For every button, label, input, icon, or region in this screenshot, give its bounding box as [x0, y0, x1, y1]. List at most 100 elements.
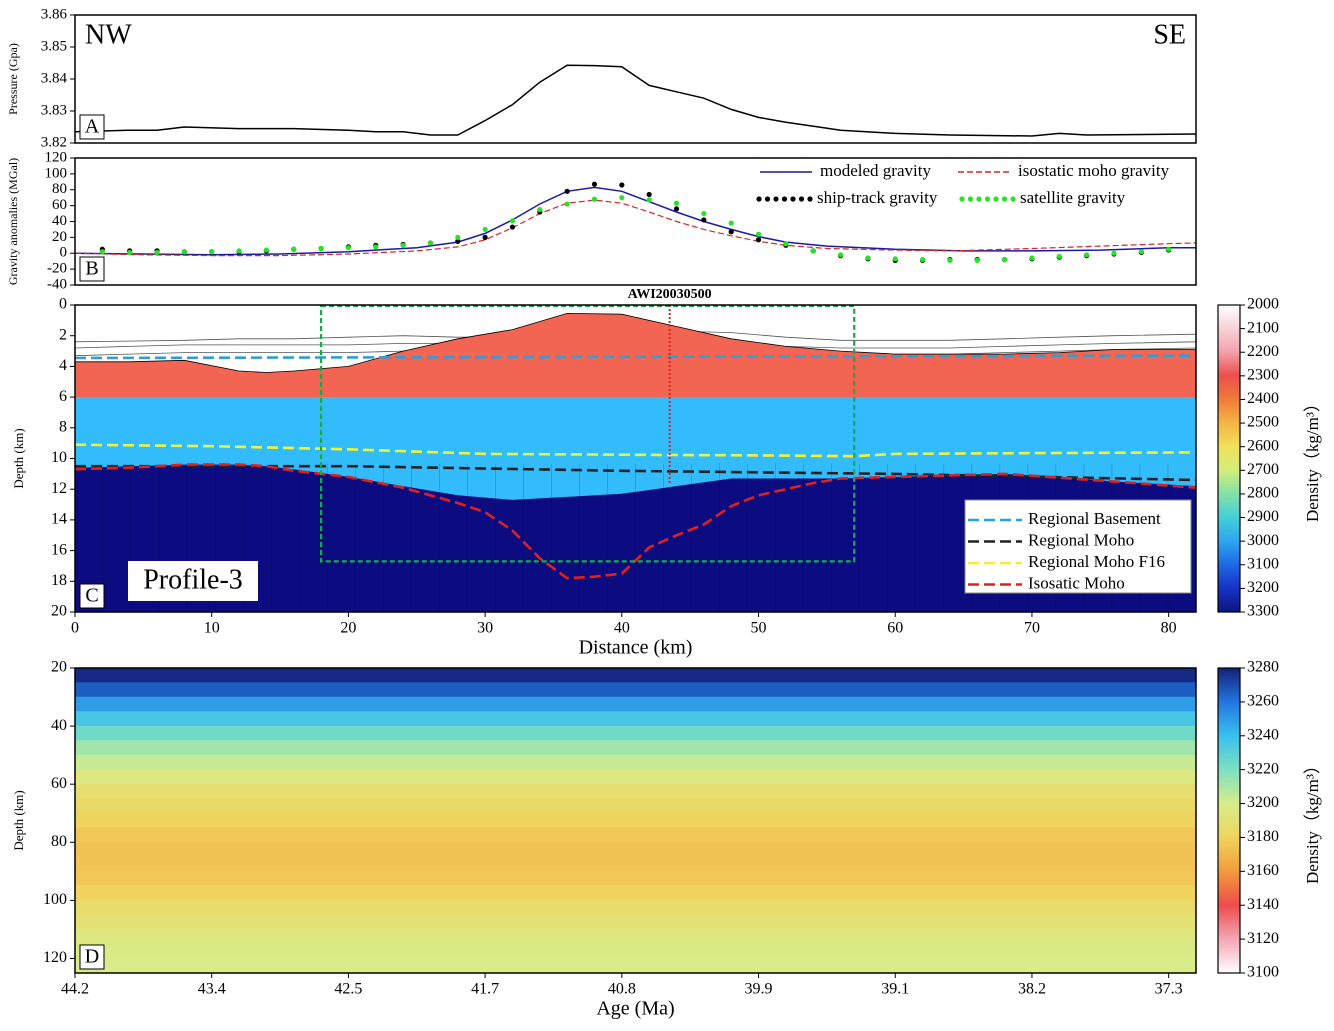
y-tick-label: 40	[51, 717, 67, 734]
data-point	[483, 235, 488, 240]
y-tick-label: 120	[45, 149, 68, 165]
direction-label: NW	[85, 19, 132, 50]
colorbar-tick-label: 3300	[1247, 603, 1279, 620]
x-tick-label: 39.9	[745, 981, 773, 998]
data-point	[1111, 251, 1116, 256]
heatmap-cell	[75, 857, 1196, 872]
colorbar-tick-label: 3140	[1247, 896, 1279, 913]
legend-marker	[985, 196, 990, 201]
heatmap-cell	[75, 726, 1196, 741]
legend-marker	[790, 196, 795, 201]
colorbar-tick-label: 3200	[1247, 579, 1279, 596]
legend-label: Regional Moho	[1028, 530, 1134, 549]
data-point	[455, 235, 460, 240]
x-axis-label: Age (Ma)	[596, 998, 674, 1020]
legend-marker	[1010, 196, 1015, 201]
y-tick-label: 20	[51, 603, 67, 620]
colorbar-tick-label: 3000	[1247, 532, 1279, 549]
y-tick-label: 60	[51, 775, 67, 792]
heatmap-cell	[75, 755, 1196, 770]
y-tick-label: 0	[60, 245, 68, 261]
data-point	[975, 258, 980, 263]
x-tick-label: 43.4	[198, 981, 226, 998]
legend-marker	[959, 196, 964, 201]
colorbar-tick-label: 2300	[1247, 367, 1279, 384]
colorbar-tick-label: 2500	[1247, 414, 1279, 431]
data-point	[920, 257, 925, 262]
data-point	[729, 220, 734, 225]
panel-label: D	[85, 946, 99, 968]
legend-marker	[993, 196, 998, 201]
heatmap-cell	[75, 958, 1196, 973]
heatmap-cell	[75, 769, 1196, 784]
x-tick-label: 40	[614, 620, 630, 637]
data-point	[264, 247, 269, 252]
data-point	[1084, 252, 1089, 257]
heatmap-cell	[75, 871, 1196, 886]
colorbar-label: Density（kg/m³）	[1303, 395, 1322, 522]
legend-label: Isosatic Moho	[1028, 573, 1125, 592]
profile-label: Profile-3	[143, 564, 243, 595]
heatmap-cell	[75, 900, 1196, 915]
data-point	[619, 195, 624, 200]
heatmap-cell	[75, 711, 1196, 726]
y-tick-label: 20	[52, 229, 67, 245]
x-tick-label: 80	[1161, 620, 1177, 637]
legend-marker	[968, 196, 973, 201]
legend-marker	[799, 196, 804, 201]
panel-label: B	[85, 258, 98, 280]
plot-area	[75, 65, 1196, 136]
x-tick-label: 10	[204, 620, 220, 637]
y-axis-label: Pressure (Gpa)	[6, 43, 20, 115]
y-tick-label: 6	[59, 388, 67, 405]
colorbar-tick-label: 3200	[1247, 794, 1279, 811]
y-tick-label: 14	[51, 511, 67, 528]
data-point	[619, 182, 624, 187]
y-tick-label: 60	[52, 197, 67, 213]
data-point	[209, 249, 214, 254]
heatmap-cell	[75, 944, 1196, 959]
heatmap-cell	[75, 798, 1196, 813]
legend-marker	[773, 196, 778, 201]
direction-label: SE	[1153, 19, 1186, 50]
x-tick-label: 20	[340, 620, 356, 637]
y-tick-label: -20	[47, 261, 67, 277]
colorbar-tick-label: 3100	[1247, 555, 1279, 572]
colorbar-label: Density（kg/m³）	[1303, 757, 1322, 884]
data-point	[783, 241, 788, 246]
data-point	[483, 227, 488, 232]
y-tick-label: 40	[52, 213, 67, 229]
data-point	[100, 249, 105, 254]
y-tick-label: 20	[51, 659, 67, 676]
legend-label: ship-track gravity	[817, 188, 938, 207]
y-axis-label: Gravity anomalies (MGal)	[6, 158, 20, 285]
colorbar-tick-label: 3280	[1247, 659, 1279, 676]
y-tick-label: 3.82	[41, 134, 67, 150]
y-tick-label: 4	[59, 357, 67, 374]
data-point	[592, 182, 597, 187]
legend-label: Regional Basement	[1028, 509, 1161, 528]
x-tick-label: 38.2	[1018, 981, 1046, 998]
data-point	[236, 248, 241, 253]
data-point	[537, 207, 542, 212]
x-tick-label: 37.3	[1155, 981, 1183, 998]
profile-marker-label: AWI20030500	[628, 287, 712, 302]
data-point	[647, 197, 652, 202]
data-point	[674, 201, 679, 206]
data-point	[947, 258, 952, 263]
y-axis-label: Depth (km)	[11, 428, 26, 488]
plot-area	[75, 668, 1196, 974]
heatmap-cell	[75, 697, 1196, 712]
legend-marker	[807, 196, 812, 201]
figure: NWSE3.823.833.843.853.86Pressure (Gpa)Am…	[0, 0, 1334, 1031]
x-tick-label: 41.7	[471, 981, 499, 998]
heatmap-cell	[75, 682, 1196, 697]
data-point	[592, 197, 597, 202]
data-point	[674, 206, 679, 211]
data-point	[154, 250, 159, 255]
data-point	[565, 201, 570, 206]
data-point	[729, 229, 734, 234]
heatmap-cell	[75, 842, 1196, 857]
legend-marker	[782, 196, 787, 201]
x-tick-label: 60	[887, 620, 903, 637]
